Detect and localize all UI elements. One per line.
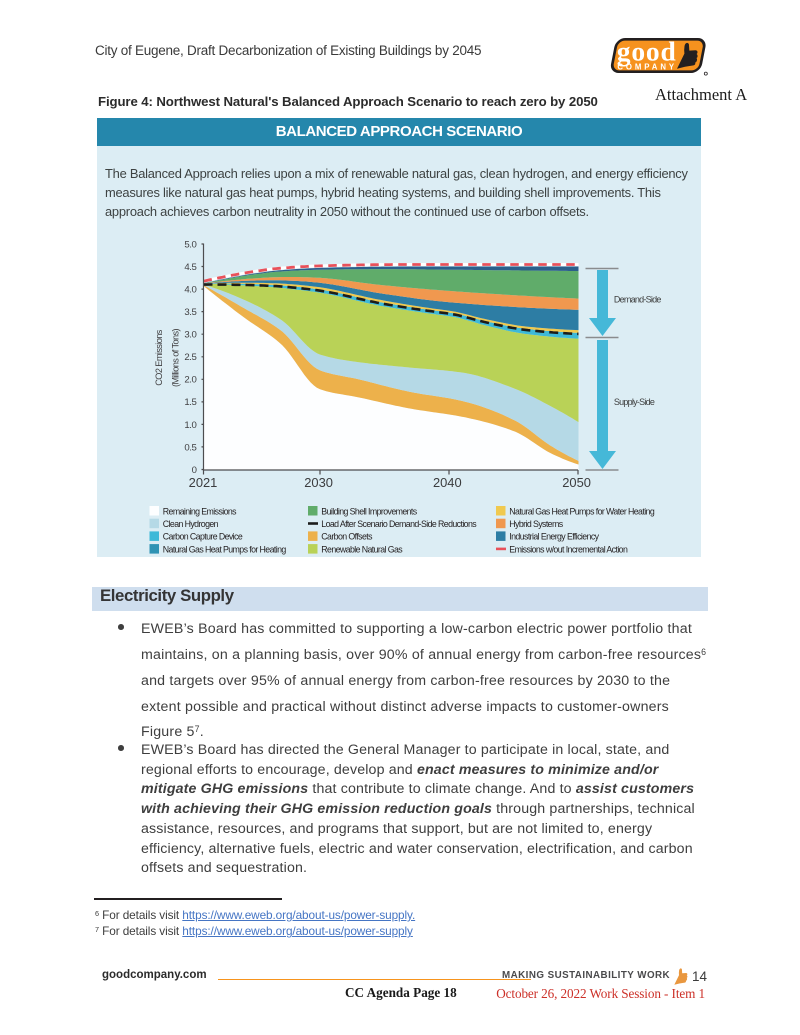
svg-text:0.5: 0.5 (184, 442, 196, 453)
svg-text:Demand-Side: Demand-Side (614, 295, 662, 305)
svg-text:2040: 2040 (433, 475, 462, 490)
svg-text:2030: 2030 (304, 475, 333, 490)
svg-text:Carbon Capture Device: Carbon Capture Device (163, 532, 243, 542)
svg-text:1.5: 1.5 (184, 397, 196, 408)
svg-text:2050: 2050 (562, 475, 591, 490)
svg-text:0: 0 (192, 465, 197, 476)
svg-text:Supply-Side: Supply-Side (614, 397, 655, 407)
svg-text:4.5: 4.5 (184, 262, 196, 273)
svg-text:Remaining Emissions: Remaining Emissions (163, 506, 237, 516)
svg-text:Carbon Offsets: Carbon Offsets (321, 532, 373, 542)
svg-text:good: good (617, 35, 677, 66)
svg-text:Emissions w/out Incremental Ac: Emissions w/out Incremental Action (509, 544, 628, 554)
svg-text:CO2 Emissions: CO2 Emissions (154, 329, 164, 386)
svg-text:Renewable Natural Gas: Renewable Natural Gas (321, 544, 403, 554)
svg-text:(Millions of Tons): (Millions of Tons) (171, 328, 181, 386)
svg-text:4.0: 4.0 (184, 285, 196, 296)
svg-text:Load After Scenario Demand-Sid: Load After Scenario Demand-Side Reductio… (321, 519, 477, 529)
svg-text:2021: 2021 (189, 475, 218, 490)
svg-text:2.0: 2.0 (184, 375, 196, 386)
svg-text:Building Shell Improvements: Building Shell Improvements (321, 506, 417, 516)
svg-text:3.5: 3.5 (184, 307, 196, 318)
svg-text:COMPANY: COMPANY (617, 62, 677, 71)
svg-text:2.5: 2.5 (184, 352, 196, 363)
svg-text:3.0: 3.0 (184, 330, 196, 341)
svg-text:Clean Hydrogen: Clean Hydrogen (163, 519, 219, 529)
svg-text:1.0: 1.0 (184, 420, 196, 431)
svg-text:Industrial Energy Efficiency: Industrial Energy Efficiency (509, 532, 599, 542)
svg-text:5.0: 5.0 (184, 239, 196, 250)
svg-text:Hybrid Systems: Hybrid Systems (509, 519, 563, 529)
svg-text:Natural Gas Heat Pumps for Hea: Natural Gas Heat Pumps for Heating (163, 544, 287, 554)
svg-text:Natural Gas Heat Pumps for Wat: Natural Gas Heat Pumps for Water Heating (509, 506, 655, 516)
